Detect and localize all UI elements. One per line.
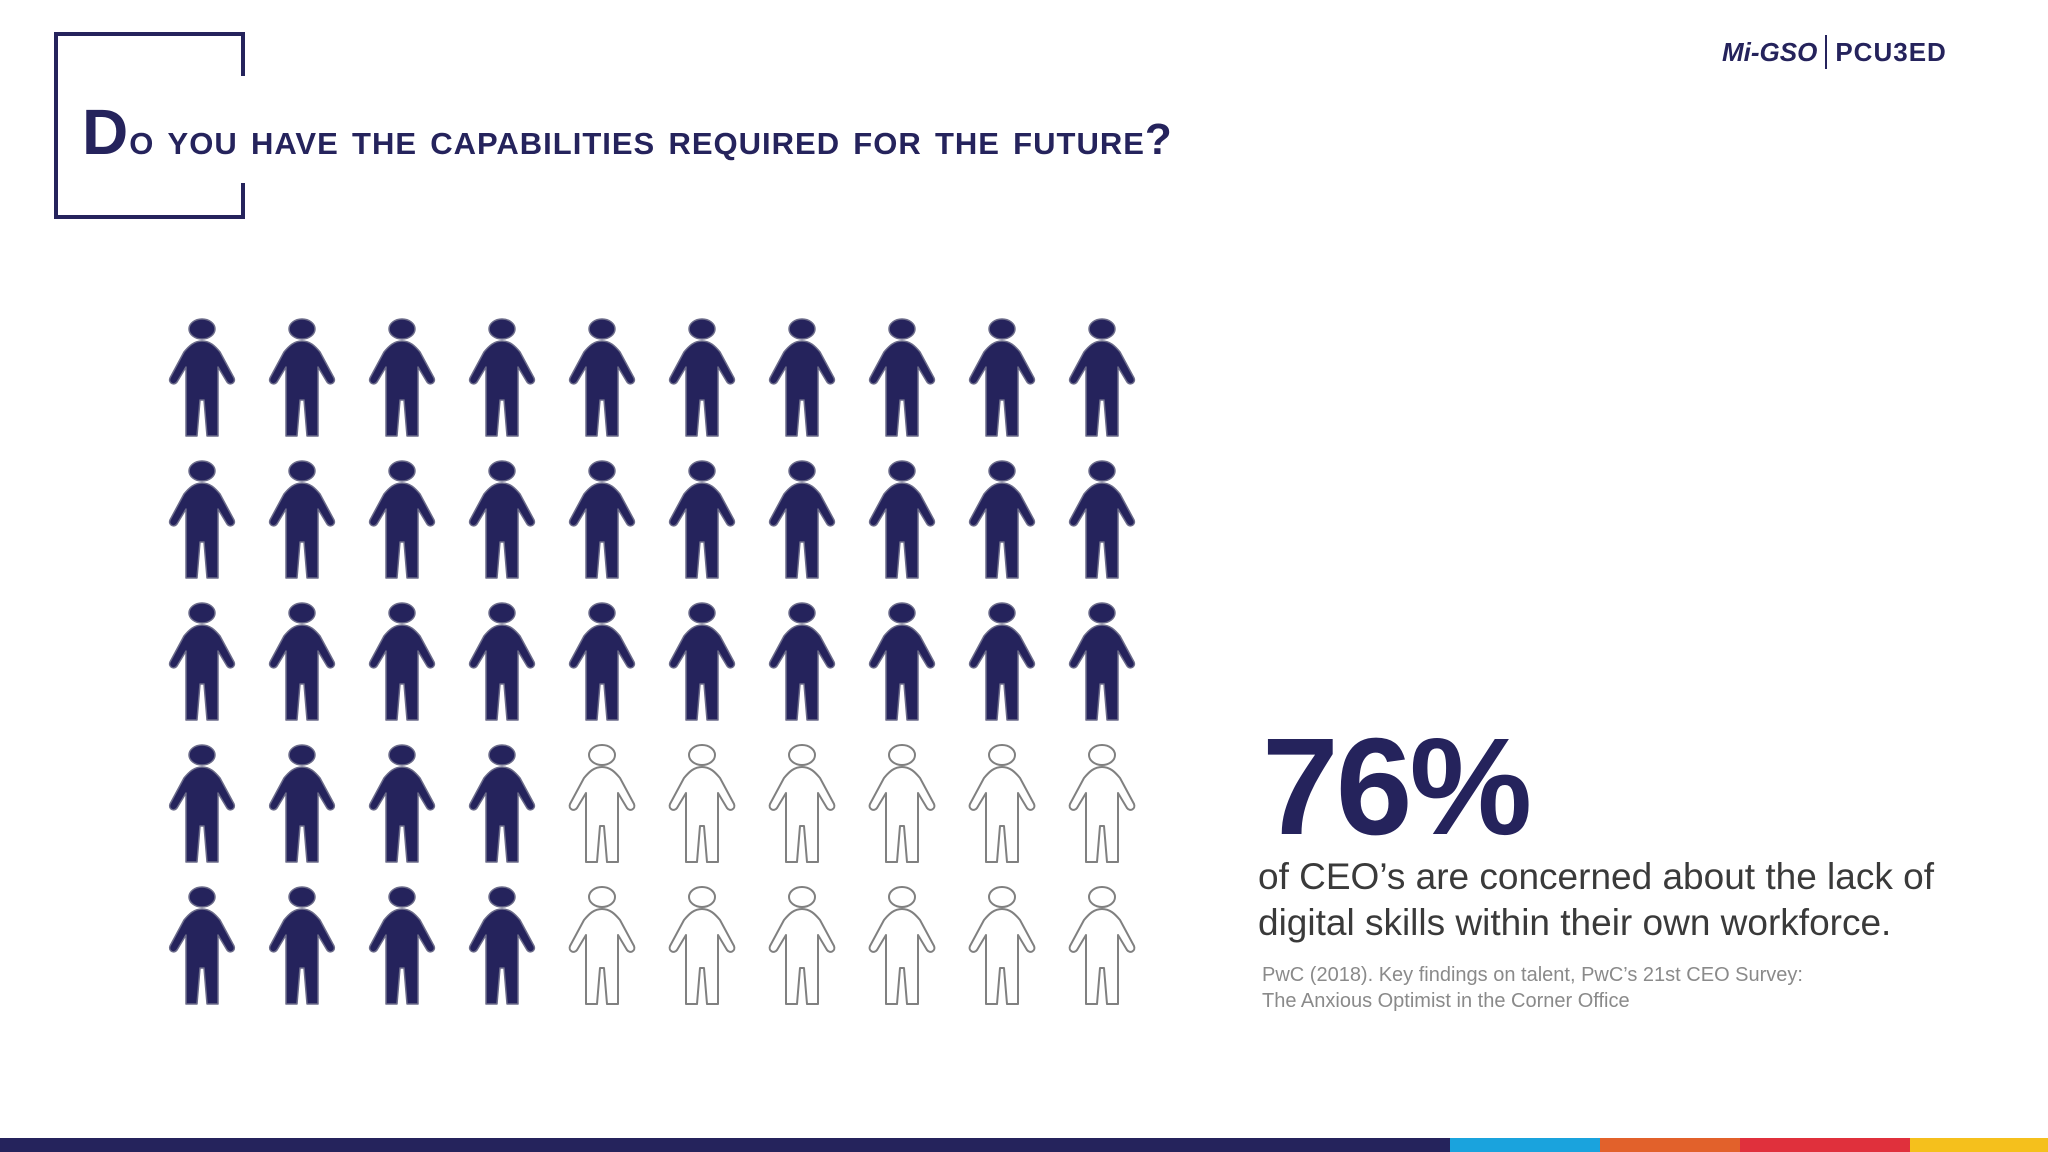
- brand-logo: Mi-GSO PCU3ED: [1722, 34, 1947, 70]
- person-filled-icon: [768, 460, 836, 579]
- person-filled-icon: [668, 602, 736, 721]
- person-filled-icon: [268, 744, 336, 863]
- person-filled-icon: [168, 744, 236, 863]
- person-filled-icon: [368, 886, 436, 1005]
- logo-pcubed: PCU3ED: [1835, 36, 1947, 67]
- person-filled-icon: [268, 602, 336, 721]
- person-filled-icon: [968, 602, 1036, 721]
- person-filled-icon: [968, 460, 1036, 579]
- person-filled-icon: [368, 460, 436, 579]
- person-outline-icon: [968, 744, 1036, 863]
- person-outline-icon: [868, 744, 936, 863]
- person-filled-icon: [268, 460, 336, 579]
- person-filled-icon: [768, 602, 836, 721]
- source-line: The Anxious Optimist in the Corner Offic…: [1262, 990, 1630, 1012]
- logo-divider: [1825, 35, 1828, 69]
- person-filled-icon: [568, 460, 636, 579]
- person-outline-icon: [768, 744, 836, 863]
- person-outline-icon: [768, 886, 836, 1005]
- person-filled-icon: [968, 318, 1036, 437]
- person-filled-icon: [1068, 318, 1136, 437]
- person-filled-icon: [268, 886, 336, 1005]
- person-outline-icon: [968, 886, 1036, 1005]
- person-filled-icon: [1068, 460, 1136, 579]
- stat-description: of CEO’s are concerned about the lack of…: [1258, 856, 1934, 943]
- title-frame: [54, 32, 245, 219]
- person-outline-icon: [668, 886, 736, 1005]
- source-citation: PwC (2018). Key findings on talent, PwC’…: [1262, 962, 1962, 1014]
- footer-segment: [1600, 1138, 1740, 1152]
- person-outline-icon: [1068, 744, 1136, 863]
- person-filled-icon: [868, 602, 936, 721]
- person-filled-icon: [1068, 602, 1136, 721]
- page-title: Do you have the capabilities required fo…: [82, 96, 1173, 168]
- person-filled-icon: [468, 744, 536, 863]
- footer-segment: [1450, 1138, 1600, 1152]
- person-filled-icon: [468, 318, 536, 437]
- person-filled-icon: [368, 318, 436, 437]
- person-filled-icon: [268, 318, 336, 437]
- person-outline-icon: [868, 886, 936, 1005]
- footer-color-bar: [0, 1138, 2048, 1152]
- logo-migso: Mi-GSO: [1722, 36, 1818, 67]
- stat-value: 76%: [1262, 710, 1532, 864]
- person-filled-icon: [168, 602, 236, 721]
- person-outline-icon: [568, 886, 636, 1005]
- person-filled-icon: [168, 318, 236, 437]
- person-filled-icon: [468, 460, 536, 579]
- footer-segment: [0, 1138, 1450, 1152]
- footer-segment: [1910, 1138, 2048, 1152]
- person-filled-icon: [568, 602, 636, 721]
- footer-segment: [1740, 1138, 1910, 1152]
- person-filled-icon: [868, 460, 936, 579]
- person-outline-icon: [568, 744, 636, 863]
- person-filled-icon: [768, 318, 836, 437]
- people-pictogram: [160, 318, 1160, 1018]
- person-filled-icon: [168, 460, 236, 579]
- person-filled-icon: [668, 460, 736, 579]
- person-filled-icon: [468, 602, 536, 721]
- person-filled-icon: [368, 602, 436, 721]
- person-outline-icon: [1068, 886, 1136, 1005]
- person-filled-icon: [168, 886, 236, 1005]
- person-outline-icon: [668, 744, 736, 863]
- person-filled-icon: [868, 318, 936, 437]
- person-filled-icon: [668, 318, 736, 437]
- person-filled-icon: [368, 744, 436, 863]
- person-filled-icon: [568, 318, 636, 437]
- person-filled-icon: [468, 886, 536, 1005]
- source-line: PwC (2018). Key findings on talent, PwC’…: [1262, 964, 1803, 986]
